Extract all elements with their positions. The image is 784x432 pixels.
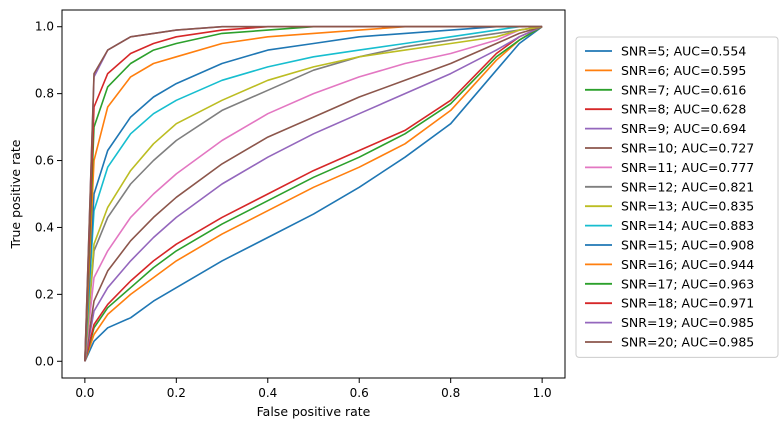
series-line-7 xyxy=(84,25,543,362)
legend-label: SNR=8; AUC=0.628 xyxy=(621,102,746,117)
legend-label: SNR=20; AUC=0.985 xyxy=(621,335,754,350)
series-layer xyxy=(84,25,543,362)
y-axis-ticks: 0.0 0.2 0.4 0.6 0.8 1.0 xyxy=(35,20,62,368)
series-line-4 xyxy=(84,25,543,362)
series-line-16 xyxy=(84,25,543,362)
series-line-1 xyxy=(84,26,543,362)
series-line-10 xyxy=(84,25,543,362)
legend-label: SNR=5; AUC=0.554 xyxy=(621,44,746,59)
series-line-9 xyxy=(84,25,543,362)
y-tick-label: 0.4 xyxy=(35,220,54,234)
y-tick-label: 0.6 xyxy=(35,154,54,168)
legend-label: SNR=7; AUC=0.616 xyxy=(621,82,746,97)
y-tick-label: 1.0 xyxy=(35,20,54,34)
series-line-6 xyxy=(84,25,543,362)
legend-label: SNR=16; AUC=0.944 xyxy=(621,257,754,272)
series-line-2 xyxy=(84,26,543,362)
legend-box xyxy=(575,36,779,358)
series-line-5 xyxy=(84,25,543,362)
x-tick-label: 0.4 xyxy=(258,386,277,400)
legend-label: SNR=14; AUC=0.883 xyxy=(621,218,754,233)
series-line-8 xyxy=(84,25,543,362)
series-line-11 xyxy=(84,25,543,362)
legend-label: SNR=19; AUC=0.985 xyxy=(621,315,754,330)
x-tick-label: 1.0 xyxy=(533,386,552,400)
legend-label: SNR=9; AUC=0.694 xyxy=(621,121,746,136)
y-tick-label: 0.8 xyxy=(35,87,54,101)
legend-label: SNR=18; AUC=0.971 xyxy=(621,296,754,311)
x-tick-label: 0.0 xyxy=(75,386,94,400)
legend: SNR=5; AUC=0.554 SNR=6; AUC=0.595 SNR=7; A… xyxy=(575,36,779,358)
legend-label: SNR=15; AUC=0.908 xyxy=(621,238,754,253)
legend-label: SNR=12; AUC=0.821 xyxy=(621,179,754,194)
legend-label: SNR=10; AUC=0.727 xyxy=(621,141,754,156)
series-line-3 xyxy=(84,26,543,362)
axes-frame xyxy=(61,9,566,379)
legend-label: SNR=6; AUC=0.595 xyxy=(621,63,746,78)
x-axis-ticks: 0.0 0.2 0.4 0.6 0.8 1.0 xyxy=(75,378,552,400)
y-axis-label: True positive rate xyxy=(8,139,23,249)
y-tick-label: 0.0 xyxy=(35,354,54,368)
x-tick-label: 0.6 xyxy=(350,386,369,400)
legend-label: SNR=17; AUC=0.963 xyxy=(621,276,754,291)
x-tick-label: 0.2 xyxy=(167,386,186,400)
x-axis-label: False positive rate xyxy=(257,404,371,419)
x-tick-label: 0.8 xyxy=(441,386,460,400)
legend-label: SNR=13; AUC=0.835 xyxy=(621,199,754,214)
legend-label: SNR=11; AUC=0.777 xyxy=(621,160,754,175)
y-tick-label: 0.2 xyxy=(35,287,54,301)
